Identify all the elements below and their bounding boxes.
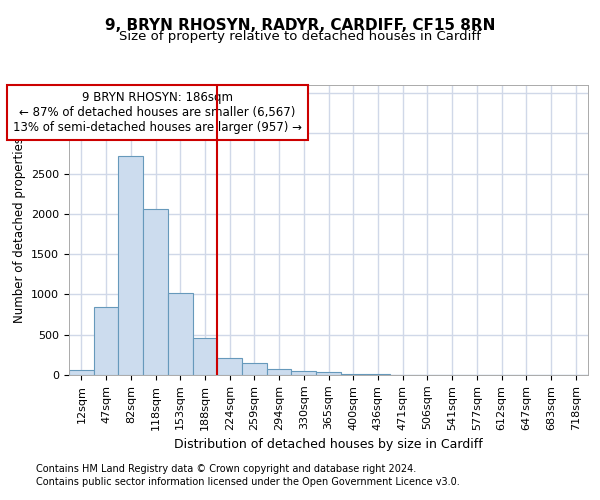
Bar — [143, 209, 168, 375]
Bar — [168, 293, 193, 375]
Bar — [69, 370, 94, 375]
Text: 9, BRYN RHOSYN, RADYR, CARDIFF, CF15 8RN: 9, BRYN RHOSYN, RADYR, CARDIFF, CF15 8RN — [105, 18, 495, 32]
Bar — [267, 369, 292, 375]
Text: Contains HM Land Registry data © Crown copyright and database right 2024.: Contains HM Land Registry data © Crown c… — [36, 464, 416, 474]
Bar — [193, 338, 217, 375]
Bar — [242, 362, 267, 375]
Y-axis label: Number of detached properties: Number of detached properties — [13, 137, 26, 323]
Text: Contains public sector information licensed under the Open Government Licence v3: Contains public sector information licen… — [36, 477, 460, 487]
Bar — [217, 358, 242, 375]
Bar — [94, 306, 118, 375]
Bar — [365, 374, 390, 375]
Text: Size of property relative to detached houses in Cardiff: Size of property relative to detached ho… — [119, 30, 481, 43]
X-axis label: Distribution of detached houses by size in Cardiff: Distribution of detached houses by size … — [174, 438, 483, 451]
Bar — [341, 374, 365, 375]
Text: 9 BRYN RHOSYN: 186sqm
← 87% of detached houses are smaller (6,567)
13% of semi-d: 9 BRYN RHOSYN: 186sqm ← 87% of detached … — [13, 91, 302, 134]
Bar — [118, 156, 143, 375]
Bar — [292, 371, 316, 375]
Bar — [316, 372, 341, 375]
